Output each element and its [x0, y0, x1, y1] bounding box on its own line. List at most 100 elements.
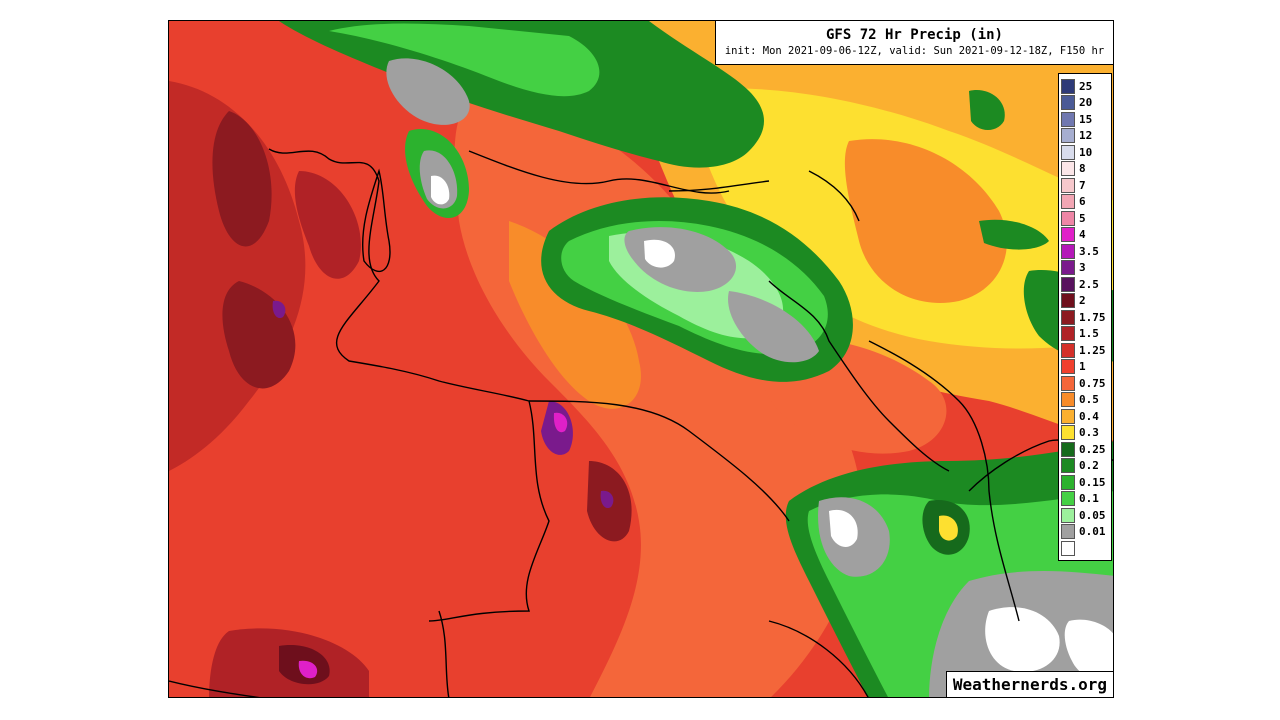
precip-zone-magenta-2	[553, 412, 568, 433]
legend-label: 1.5	[1079, 327, 1099, 340]
precip-zone-purple-3	[272, 300, 286, 319]
legend-label: 0.3	[1079, 426, 1099, 439]
legend-label: 4	[1079, 228, 1086, 241]
precip-zone-gray-north-1	[386, 58, 470, 125]
legend-swatch	[1061, 309, 1075, 325]
map-subtitle: init: Mon 2021-09-06-12Z, valid: Sun 202…	[724, 45, 1105, 57]
border-south-1	[438, 610, 450, 697]
legend-swatch	[1061, 128, 1075, 143]
precip-zone-green-north	[279, 21, 764, 168]
legend-swatch	[1061, 524, 1075, 539]
legend-label: 0.01	[1079, 525, 1106, 538]
legend-swatch	[1061, 276, 1075, 292]
legend-label: 0.75	[1079, 376, 1106, 390]
legend-item: 12	[1061, 128, 1092, 144]
legend-item: 2.5	[1061, 276, 1099, 292]
border-southwest	[169, 680, 261, 697]
legend-item: 5	[1061, 210, 1086, 226]
legend-item: 3.5	[1061, 243, 1099, 259]
precip-zone-gray-central-2	[728, 291, 819, 363]
legend-swatch	[1061, 425, 1075, 440]
legend-item: 1.75	[1061, 309, 1106, 325]
legend-item: 10	[1061, 144, 1092, 160]
legend-label: 0.4	[1079, 409, 1099, 423]
legend-item: 3	[1061, 260, 1086, 276]
legend-label: 5	[1079, 211, 1086, 225]
map-title: GFS 72 Hr Precip (in)	[825, 27, 1003, 43]
legend-swatch	[1061, 359, 1075, 374]
precip-zone-magenta-1	[298, 660, 318, 679]
legend-swatch	[1061, 210, 1075, 226]
legend-swatch	[1061, 408, 1075, 424]
precip-legend: 25 20 15 12 10 8 7 6 5 4 3.5 3 2.5 2 1.75 1.5 1.25 1 0.75 0…	[1058, 73, 1112, 561]
legend-label: 0.2	[1079, 459, 1099, 472]
legend-item: 0.1	[1061, 491, 1099, 507]
legend-label: 2	[1079, 294, 1086, 307]
legend-item: 0.01	[1061, 524, 1106, 540]
precip-zone-green-east-spot	[969, 90, 1005, 130]
legend-swatch	[1061, 194, 1075, 209]
legend-label: 6	[1079, 195, 1086, 208]
legend-swatch	[1061, 293, 1075, 308]
legend-swatch	[1061, 95, 1075, 110]
legend-item: 0.15	[1061, 474, 1106, 490]
legend-item: 0.4	[1061, 408, 1099, 424]
legend-swatch	[1061, 458, 1075, 473]
legend-label: 3.5	[1079, 244, 1099, 258]
legend-label: 20	[1079, 96, 1093, 109]
legend-label: 0.15	[1079, 475, 1106, 489]
gulf-paria	[808, 170, 860, 222]
border-venezuela-guyana	[768, 280, 950, 472]
legend-item: 1.25	[1061, 342, 1106, 358]
legend-swatch	[1061, 227, 1075, 242]
legend-label: 1	[1079, 360, 1086, 373]
legend-item: 0.2	[1061, 458, 1099, 474]
country-borders	[169, 148, 1113, 697]
legend-item: 6	[1061, 194, 1086, 210]
precip-zone-orange-east-1	[844, 139, 1007, 303]
legend-swatch	[1061, 326, 1075, 341]
legend-item	[1061, 540, 1079, 556]
watermark: Weathernerds.org	[945, 671, 1113, 697]
border-south-2	[768, 620, 869, 697]
legend-swatch	[1061, 161, 1075, 176]
legend-label: 1.75	[1079, 310, 1106, 324]
legend-swatch	[1061, 243, 1075, 259]
legend-item: 2	[1061, 293, 1086, 309]
title-box: GFS 72 Hr Precip (in) init: Mon 2021-09-…	[715, 21, 1113, 65]
legend-swatch	[1061, 491, 1075, 506]
border-colombia-venezuela	[268, 148, 550, 622]
legend-item: 0.5	[1061, 392, 1099, 408]
legend-label: 25	[1079, 79, 1093, 93]
legend-label: 15	[1079, 112, 1093, 126]
precip-zone-dark-red-west	[169, 81, 306, 471]
legend-item: 1	[1061, 359, 1086, 375]
precip-zone-crimson-1	[294, 171, 361, 279]
legend-item: 1.5	[1061, 326, 1099, 342]
trinidad-coast	[668, 180, 770, 192]
precip-zone-purple-2	[600, 490, 614, 509]
legend-swatch	[1061, 441, 1075, 457]
legend-label: 0.25	[1079, 442, 1106, 456]
legend-label: 0.05	[1079, 508, 1106, 522]
legend-item: 4	[1061, 227, 1086, 243]
legend-label: 7	[1079, 178, 1086, 192]
legend-label: 12	[1079, 129, 1093, 142]
legend-label: 1.25	[1079, 343, 1106, 357]
legend-item: 25	[1061, 78, 1092, 94]
precip-map: GFS 72 Hr Precip (in) init: Mon 2021-09-…	[168, 20, 1114, 698]
lake-maracaibo	[361, 168, 391, 273]
legend-label: 8	[1079, 162, 1086, 175]
precip-zone-maroon-1	[212, 111, 272, 247]
legend-item: 0.05	[1061, 507, 1106, 523]
legend-swatch	[1061, 342, 1075, 358]
legend-swatch	[1061, 111, 1075, 127]
legend-swatch	[1061, 144, 1075, 160]
precip-zone-green-east-streak	[979, 219, 1049, 250]
legend-item: 0.75	[1061, 375, 1106, 391]
precip-zone-yellow-se-spot	[939, 515, 958, 541]
legend-swatch	[1061, 474, 1075, 490]
legend-swatch	[1061, 540, 1075, 556]
precip-zone-lt-green-north	[329, 23, 600, 97]
legend-label: 0.5	[1079, 393, 1099, 406]
